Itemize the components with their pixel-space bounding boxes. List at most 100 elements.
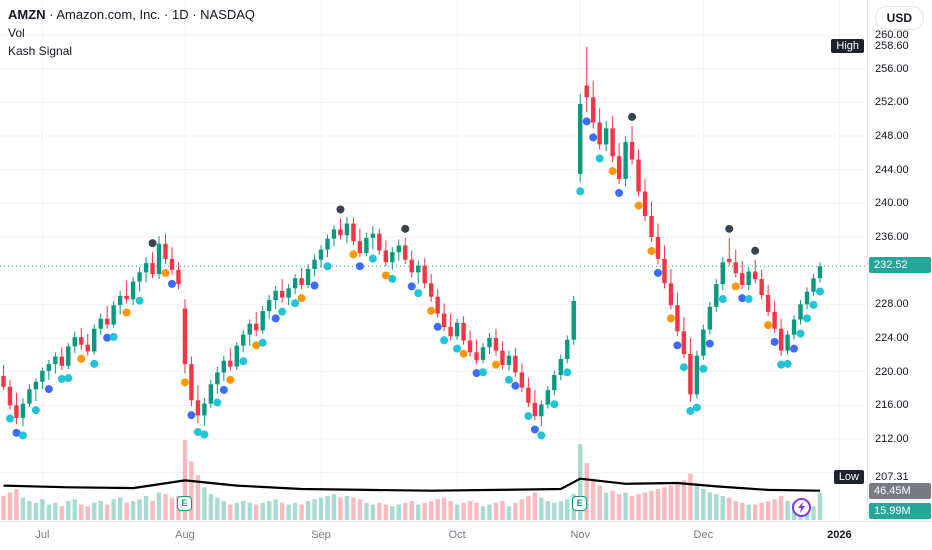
price-tick-label: 212.00	[875, 433, 909, 445]
kash-signal-dot	[615, 188, 624, 197]
kash-signal-dot	[433, 322, 442, 331]
kash-signal-dot	[608, 167, 617, 176]
time-tick-label: Aug	[175, 529, 195, 541]
symbol-description: · Amazon.com, Inc. · 1D · NASDAQ	[45, 7, 256, 22]
kash-signal-dot	[472, 369, 481, 378]
price-tick-label: 256.00	[875, 62, 909, 75]
time-tick-label: Sep	[311, 529, 331, 541]
kash-signal-dot	[336, 205, 345, 214]
kash-signal-dot	[563, 368, 572, 377]
kash-signal-dot	[524, 412, 533, 421]
kash-signal-dot	[440, 336, 449, 345]
kash-signal-dot	[414, 289, 423, 298]
kash-signal-dot	[323, 262, 332, 271]
kash-signal-dot	[349, 250, 358, 259]
legend-indicator-vol[interactable]: Vol	[8, 26, 25, 40]
legend-symbol-title[interactable]: AMZN · Amazon.com, Inc. · 1D · NASDAQ	[8, 6, 255, 24]
kash-signal-dot	[355, 262, 364, 271]
kash-signal-dot	[161, 268, 170, 277]
kash-signal-dot	[537, 431, 546, 440]
low-price-badge: Low	[833, 470, 864, 485]
kash-signal-dot	[297, 294, 306, 303]
kash-signal-dot	[103, 333, 112, 342]
time-tick-label: Nov	[570, 529, 590, 541]
kash-signal-dot	[427, 306, 436, 315]
kash-signal-dot	[530, 425, 539, 434]
kash-signal-dot	[803, 314, 812, 323]
kash-signal-dot	[582, 117, 591, 126]
kash-signal-dot	[783, 359, 792, 368]
kash-signal-dot	[777, 360, 786, 369]
kash-signal-dot	[725, 224, 734, 233]
symbol-name: AMZN	[8, 7, 46, 22]
kash-signal-dot	[213, 398, 222, 407]
kash-signal-dot	[258, 338, 267, 347]
kash-signal-dot	[679, 363, 688, 372]
kash-signal-dot	[459, 349, 468, 358]
price-axis[interactable]: 258.60 207.31 232.52 46.45M 15.99M 260.0…	[867, 0, 932, 522]
volume-ma-badge: 46.45M	[869, 483, 931, 499]
kash-signal-dot	[187, 411, 196, 420]
kash-signal-dot	[44, 385, 53, 394]
kash-signal-dot	[673, 341, 682, 350]
kash-signal-dot	[790, 344, 799, 353]
kash-signal-dot	[64, 374, 73, 383]
kash-signal-dot	[576, 187, 585, 196]
kash-signal-dot	[388, 274, 397, 283]
kash-signal-dot	[122, 308, 131, 317]
kash-signal-dot	[109, 332, 118, 341]
kash-signal-dot	[692, 403, 701, 412]
kash-signal-dot	[751, 246, 760, 255]
price-tick-label: 220.00	[875, 365, 909, 378]
time-axis[interactable]: Jul Aug Sep Oct Nov Dec 2026	[0, 521, 932, 550]
grid-lines	[0, 0, 868, 522]
kash-signal-dot	[180, 378, 189, 387]
kash-signal-dot	[705, 339, 714, 348]
kash-signal-dot	[647, 247, 656, 256]
kash-signal-dot	[18, 431, 27, 440]
kash-signal-dot	[200, 430, 209, 439]
kash-signal-dot	[5, 414, 14, 423]
kash-signal-dot	[738, 294, 747, 303]
kash-signal-dot	[271, 314, 280, 323]
kash-signal-dot	[291, 299, 300, 308]
kash-signal-dot	[193, 428, 202, 437]
kash-signal-dot	[401, 224, 410, 233]
price-tick-label: 216.00	[875, 399, 909, 412]
candles	[1, 46, 823, 427]
kash-signal-dot	[239, 357, 248, 366]
currency-usd-button[interactable]: USD	[874, 6, 924, 30]
kash-signal-dot	[90, 359, 99, 368]
kash-signal-dot	[310, 281, 319, 290]
time-tick-label: 2026	[827, 529, 852, 541]
time-tick-label: Dec	[693, 529, 714, 541]
earnings-icon[interactable]: E	[572, 496, 588, 511]
kash-signal-dot	[796, 329, 805, 338]
kash-signal-dot	[628, 112, 637, 121]
kash-signal-dot	[167, 279, 176, 288]
kash-signal-dot	[589, 133, 598, 142]
legend-indicator-kash-signal[interactable]: Kash Signal	[8, 44, 73, 58]
price-tick-label: 244.00	[875, 163, 909, 176]
kash-signal-dot	[491, 360, 500, 369]
kash-signal-dot	[135, 296, 144, 305]
kash-signal-dot	[453, 344, 462, 353]
kash-signal-dots	[5, 112, 824, 440]
kash-signal-dot	[226, 375, 235, 384]
kash-signal-dot	[809, 300, 818, 309]
kash-signal-dot	[699, 364, 708, 373]
time-tick-label: Jul	[35, 529, 50, 541]
low-price-value: 207.31	[875, 471, 909, 484]
price-tick-label: 252.00	[875, 96, 909, 109]
events-lightning-icon[interactable]	[792, 498, 811, 517]
kash-signal-dot	[57, 374, 66, 383]
kash-signal-dot	[653, 268, 662, 277]
price-tick-label: 260.00	[875, 29, 909, 41]
last-price-badge: 232.52	[869, 257, 931, 274]
kash-signal-dot	[12, 428, 21, 437]
price-tick-label: 224.00	[875, 332, 909, 344]
kash-signal-dot	[595, 154, 604, 163]
time-tick-label: Oct	[448, 529, 466, 541]
earnings-icon[interactable]: E	[176, 496, 192, 511]
